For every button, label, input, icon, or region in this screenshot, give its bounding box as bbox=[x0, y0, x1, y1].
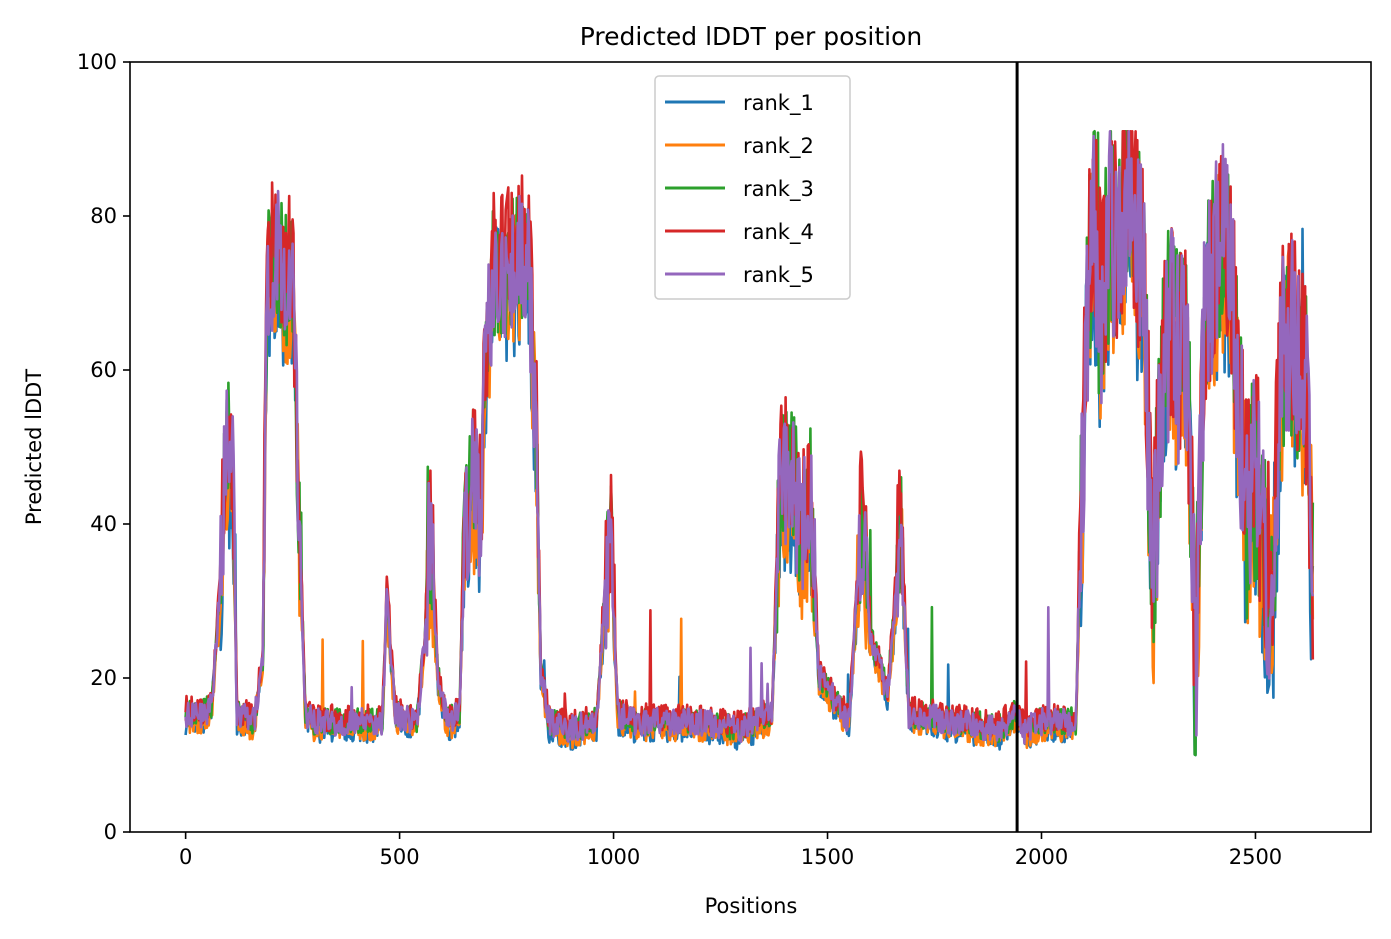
plot-area bbox=[184, 130, 1315, 757]
legend-label: rank_2 bbox=[743, 134, 814, 159]
y-tick-label: 60 bbox=[90, 358, 117, 382]
y-tick-label: 0 bbox=[104, 820, 117, 844]
legend: rank_1 rank_2 rank_3 rank_4 rank_5 bbox=[654, 75, 851, 300]
x-tick-label: 1500 bbox=[801, 845, 854, 869]
x-tick-label: 1000 bbox=[587, 845, 640, 869]
legend-label: rank_5 bbox=[743, 263, 814, 288]
x-axis-label: Positions bbox=[705, 894, 798, 918]
y-tick-label: 20 bbox=[90, 666, 117, 690]
legend-label: rank_1 bbox=[743, 91, 814, 116]
y-axis: 0 20 40 60 80 100 bbox=[77, 50, 130, 844]
y-tick-label: 40 bbox=[90, 512, 117, 536]
x-tick-label: 2000 bbox=[1015, 845, 1068, 869]
x-tick-label: 0 bbox=[179, 845, 192, 869]
legend-frame bbox=[654, 75, 851, 300]
y-tick-label: 80 bbox=[90, 204, 117, 228]
x-axis: 0 500 1000 1500 2000 2500 bbox=[179, 832, 1282, 869]
x-tick-label: 500 bbox=[380, 845, 420, 869]
y-tick-label: 100 bbox=[77, 50, 117, 74]
legend-label: rank_4 bbox=[743, 220, 814, 245]
legend-label: rank_3 bbox=[743, 177, 814, 202]
series-line-rank_5 bbox=[184, 130, 1315, 745]
chart-title: Predicted lDDT per position bbox=[580, 22, 922, 51]
plot-frame bbox=[129, 61, 1372, 833]
y-axis-label: Predicted lDDT bbox=[22, 369, 46, 525]
x-tick-label: 2500 bbox=[1229, 845, 1282, 869]
